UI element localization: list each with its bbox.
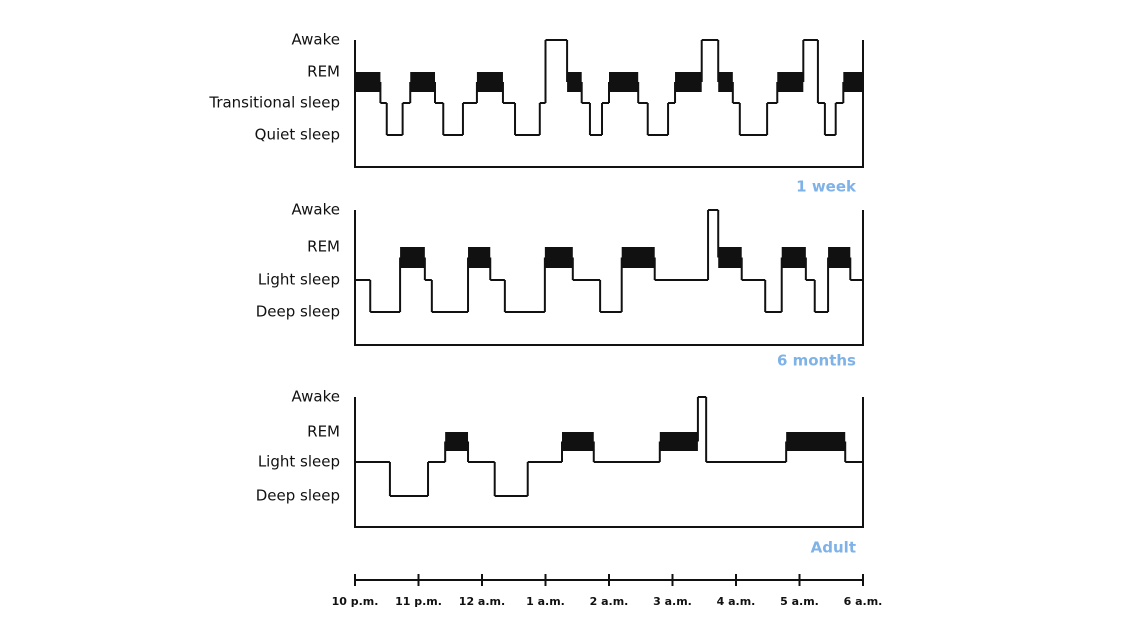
rem-block bbox=[468, 247, 491, 268]
level-label: Deep sleep bbox=[256, 303, 340, 321]
x-tick-label: 3 a.m. bbox=[653, 595, 692, 608]
level-label: Awake bbox=[292, 388, 341, 406]
rem-block bbox=[567, 72, 582, 92]
level-label: REM bbox=[307, 238, 340, 256]
rem-block bbox=[410, 72, 436, 92]
age-label: 6 months bbox=[777, 352, 856, 370]
rem-block bbox=[781, 247, 806, 268]
x-tick-label: 6 a.m. bbox=[844, 595, 883, 608]
level-label: Quiet sleep bbox=[255, 126, 340, 144]
x-tick-label: 1 a.m. bbox=[526, 595, 565, 608]
age-label: Adult bbox=[811, 539, 856, 557]
level-label: Transitional sleep bbox=[208, 94, 340, 112]
rem-block bbox=[445, 432, 469, 451]
level-label: Awake bbox=[292, 201, 341, 219]
x-tick-label: 10 p.m. bbox=[332, 595, 379, 608]
level-label: Light sleep bbox=[258, 271, 340, 289]
rem-block bbox=[718, 247, 742, 268]
frame bbox=[354, 210, 864, 346]
rem-block bbox=[621, 247, 655, 268]
x-tick-label: 5 a.m. bbox=[780, 595, 819, 608]
rem-block bbox=[675, 72, 702, 92]
rem-block bbox=[609, 72, 639, 92]
rem-block bbox=[777, 72, 804, 92]
level-label: Awake bbox=[292, 31, 341, 49]
rem-block bbox=[544, 247, 573, 268]
rem-block bbox=[562, 432, 594, 451]
rem-block bbox=[718, 72, 733, 92]
frame bbox=[354, 40, 864, 168]
x-tick-label: 12 a.m. bbox=[459, 595, 505, 608]
rem-block bbox=[355, 72, 381, 92]
level-label: Light sleep bbox=[258, 453, 340, 471]
x-tick-label: 2 a.m. bbox=[590, 595, 629, 608]
x-tick-label: 4 a.m. bbox=[717, 595, 756, 608]
rem-block bbox=[786, 432, 846, 451]
level-label: REM bbox=[307, 63, 340, 81]
level-label: REM bbox=[307, 423, 340, 441]
rem-block bbox=[659, 432, 698, 451]
rem-block bbox=[828, 247, 851, 268]
level-label: Deep sleep bbox=[256, 487, 340, 505]
age-label: 1 week bbox=[796, 178, 857, 196]
x-tick-label: 11 p.m. bbox=[395, 595, 442, 608]
rem-block bbox=[476, 72, 503, 92]
rem-block bbox=[400, 247, 425, 268]
rem-block bbox=[843, 72, 863, 92]
